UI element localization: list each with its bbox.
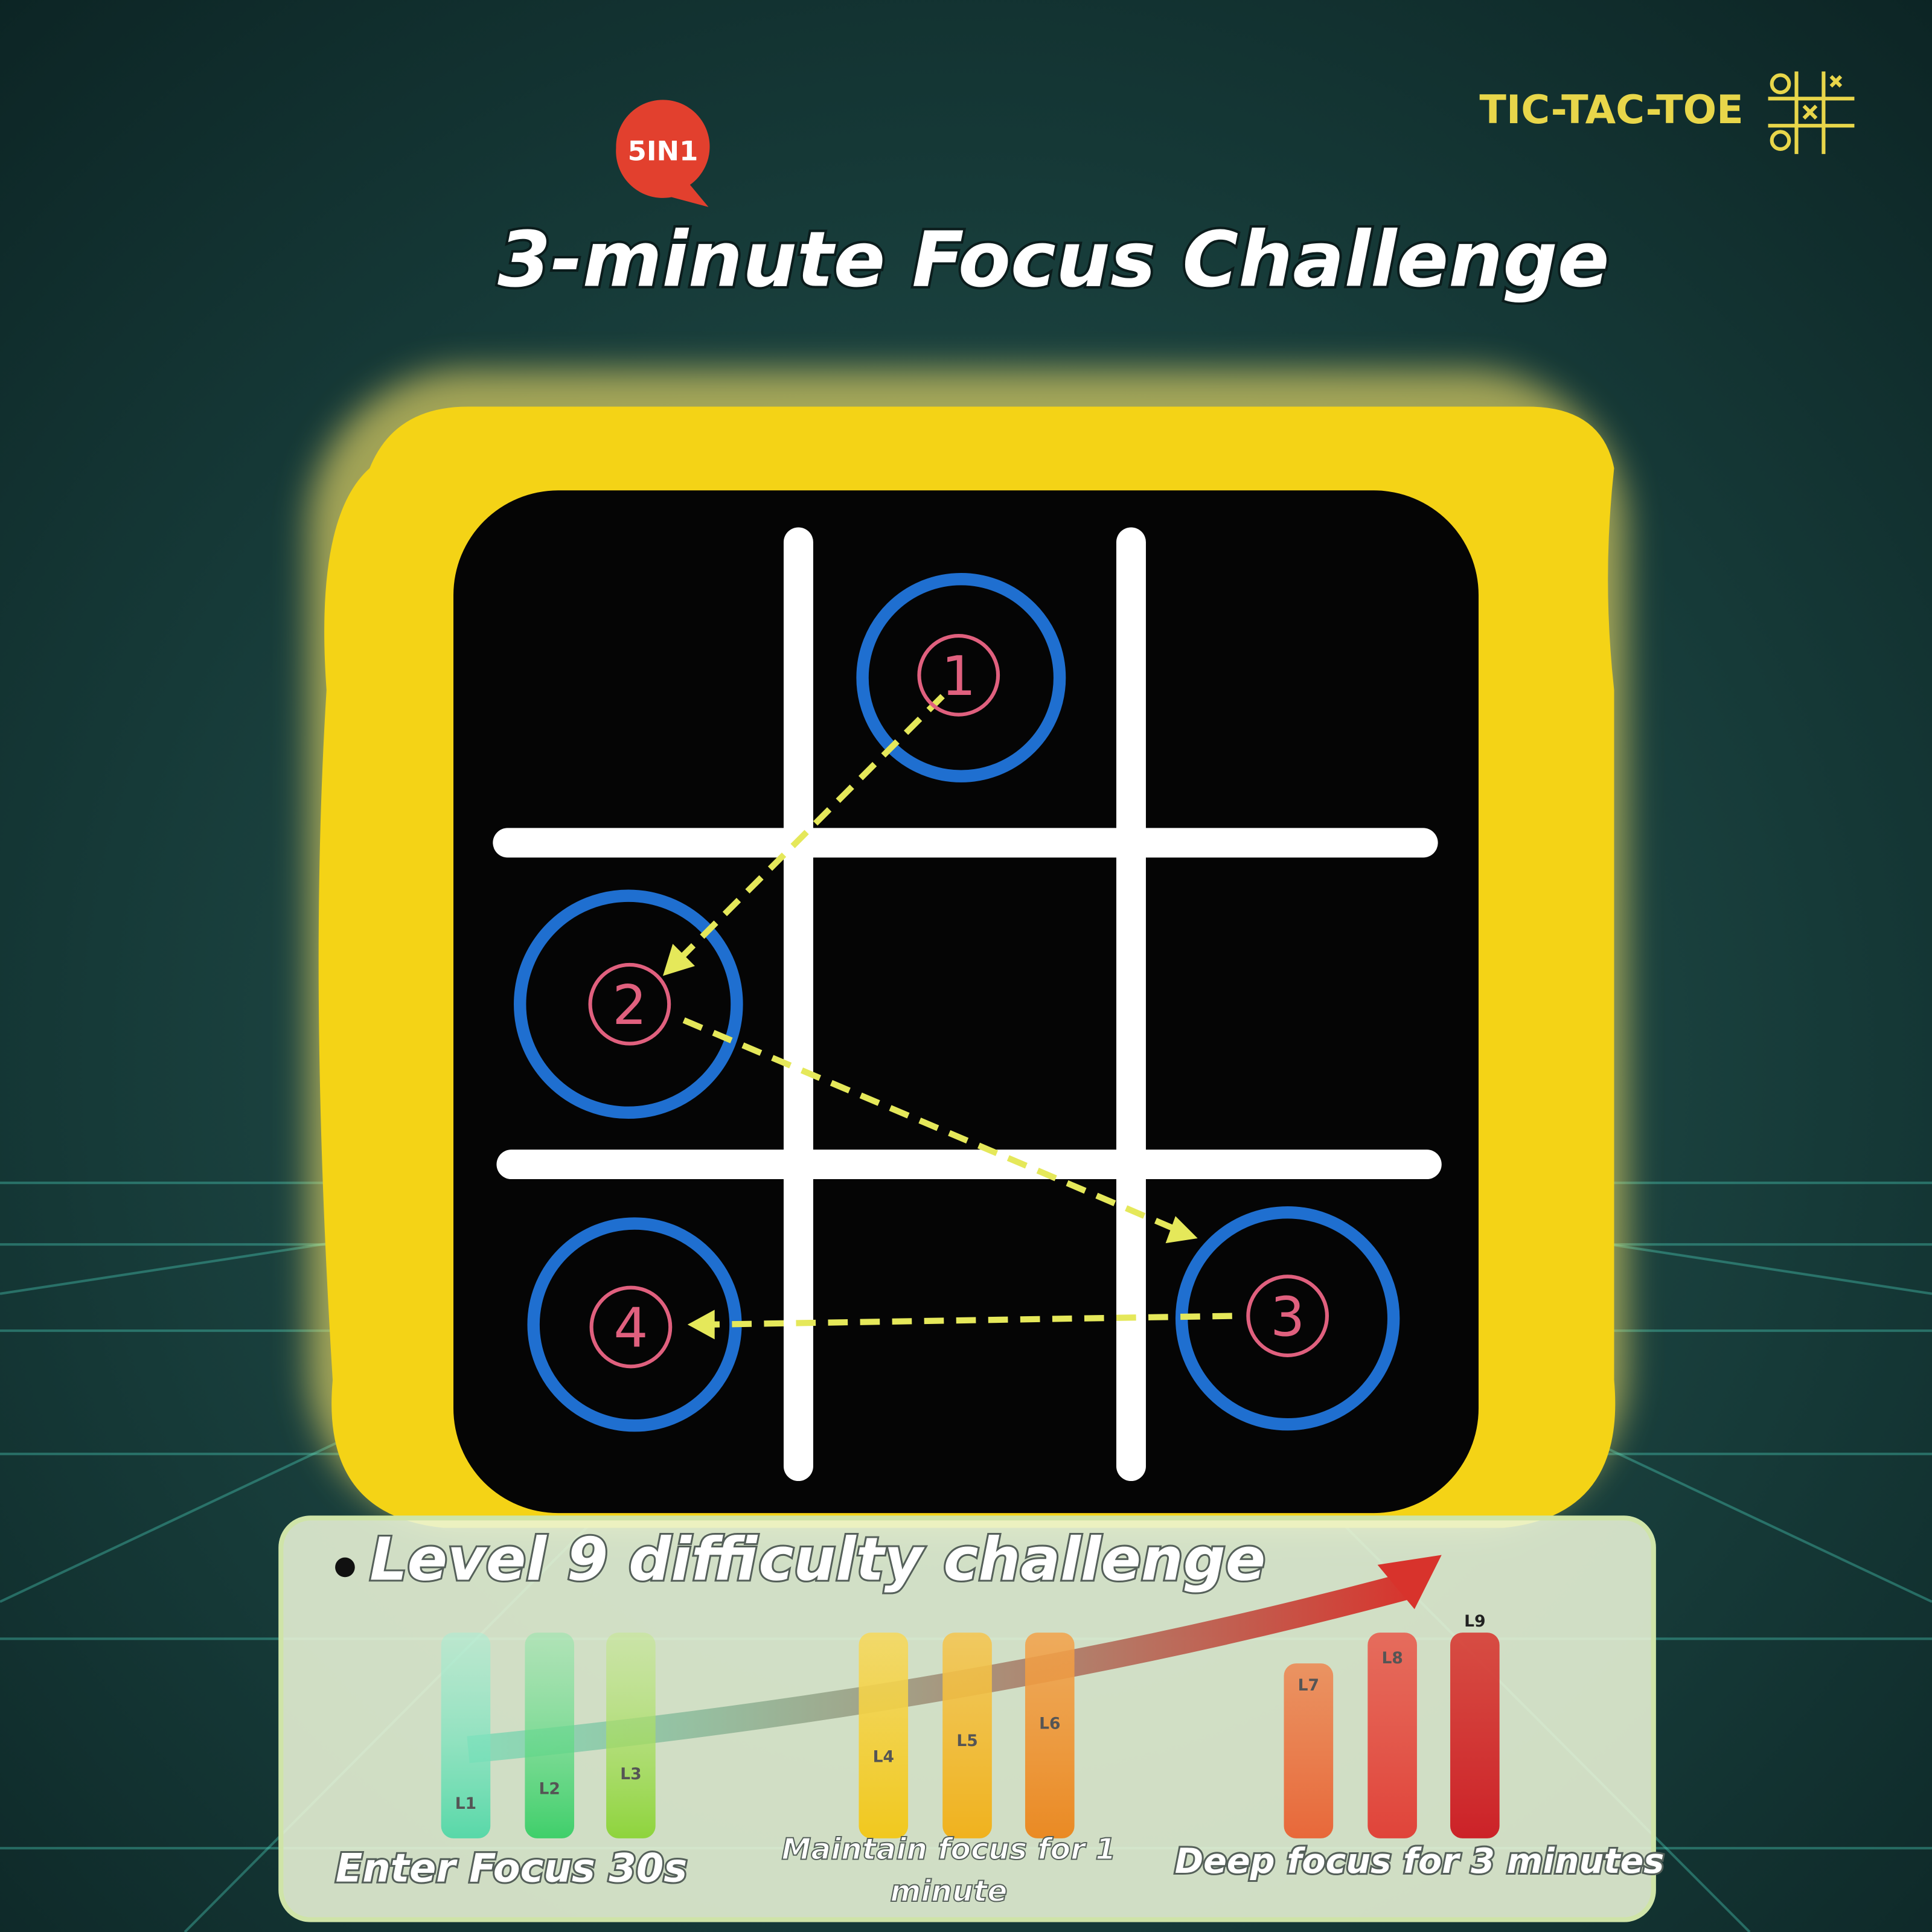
step-circle — [589, 1285, 673, 1369]
level-bar — [525, 1633, 575, 1838]
level-bar — [1025, 1633, 1075, 1838]
level-bar — [1284, 1663, 1334, 1838]
level-label: L9 — [1464, 1612, 1485, 1631]
level-label: L2 — [539, 1779, 560, 1798]
path-arrows — [675, 694, 1232, 1328]
step-number: 2 — [612, 974, 647, 1037]
panel-heading: Level 9 difficulty challenge — [369, 1525, 1265, 1594]
level-bar — [942, 1633, 992, 1838]
level-bar — [606, 1633, 656, 1838]
level-label: L1 — [455, 1794, 476, 1813]
level-label: L8 — [1381, 1649, 1403, 1668]
group-caption: Maintain focus for 1 minute — [781, 1832, 1116, 1910]
board-lines — [493, 527, 1442, 1482]
group-caption: Enter Focus 30s — [336, 1845, 687, 1891]
badge-text: 5IN1 — [628, 135, 699, 167]
arrow-heads — [662, 944, 1198, 1340]
level-bar — [859, 1633, 909, 1838]
level-label: L6 — [1039, 1714, 1060, 1733]
brand-icon — [1768, 71, 1855, 155]
badge: 5IN1 — [616, 100, 710, 207]
step-number: 3 — [1270, 1286, 1305, 1349]
level-bar — [1450, 1633, 1500, 1838]
step-number: 4 — [613, 1297, 648, 1360]
step-circle — [917, 634, 1000, 717]
group-caption-box: Maintain focus for 1 minute — [781, 1832, 1116, 1910]
level-bar — [441, 1633, 491, 1838]
step-circle — [588, 962, 671, 1046]
level-label: L4 — [873, 1747, 894, 1766]
level-label: L5 — [956, 1732, 977, 1750]
step-circle — [1246, 1275, 1329, 1357]
progress-arrow-head — [1377, 1555, 1442, 1610]
level-label: L3 — [620, 1765, 641, 1783]
level-bar — [1367, 1633, 1417, 1838]
step-number: 1 — [941, 645, 976, 708]
brand-name: TIC-TAC-TOE — [1479, 87, 1743, 133]
bullet — [335, 1557, 355, 1578]
group-caption: Deep focus for 3 minutes — [1175, 1841, 1665, 1881]
title: 3-minute Focus Challenge — [497, 215, 1609, 304]
level-label: L7 — [1298, 1676, 1319, 1695]
